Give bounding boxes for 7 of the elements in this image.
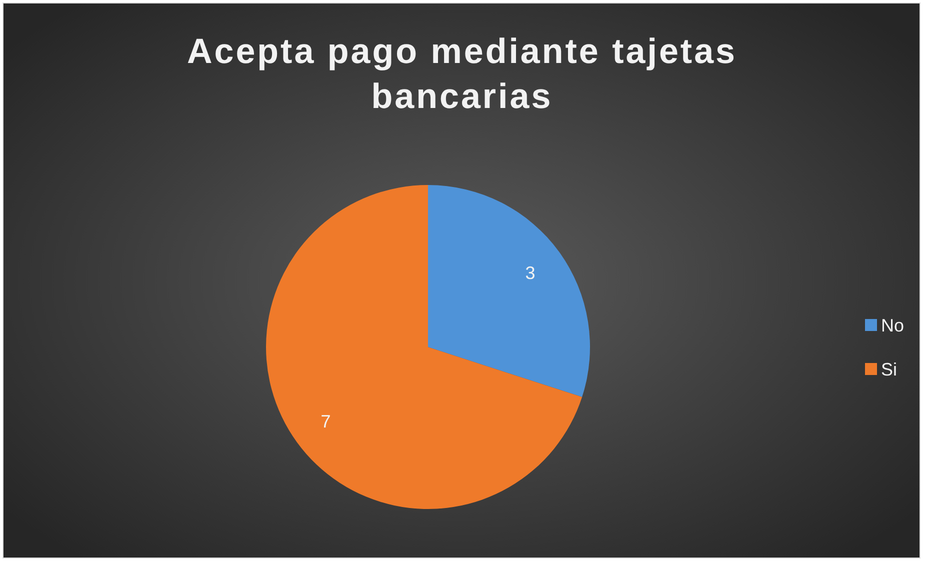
data-label: 7 [320, 412, 331, 432]
legend-label: Si [881, 359, 898, 380]
chart-title: Acepta pago mediante tajetas bancarias [186, 32, 738, 116]
legend-label: No [881, 315, 904, 336]
data-label: 3 [525, 263, 536, 284]
pie-slice [266, 185, 582, 509]
pie-slice [428, 185, 590, 398]
